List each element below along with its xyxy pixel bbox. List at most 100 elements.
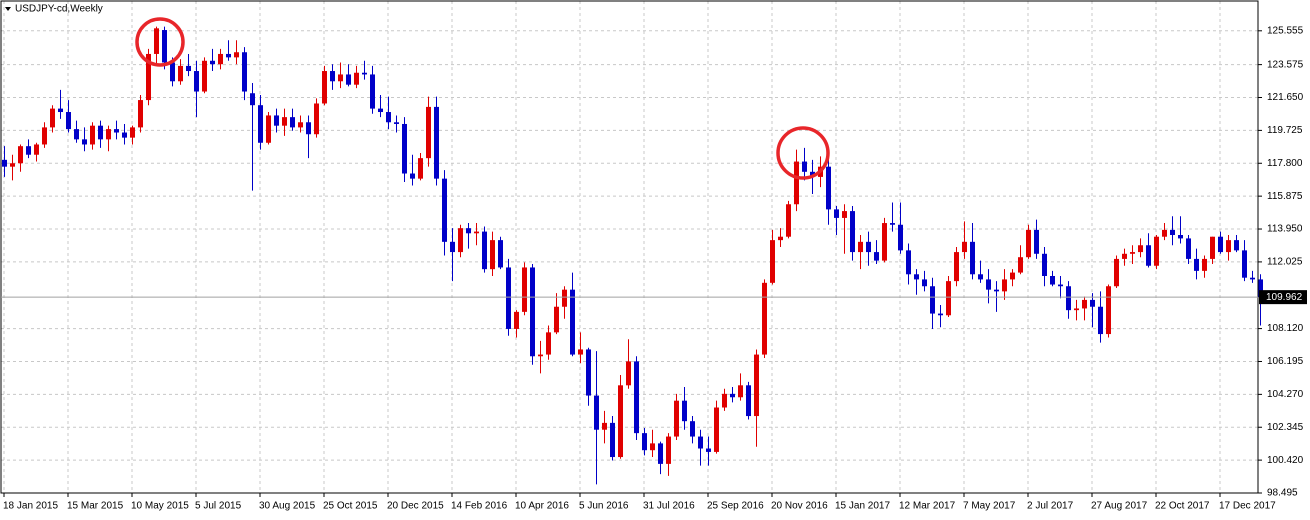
y-tick-label: 112.025 — [1267, 257, 1303, 268]
plot-frame — [0, 0, 1259, 494]
x-tick-label: 7 May 2017 — [963, 501, 1016, 512]
candle-body — [922, 279, 927, 287]
candle-body — [906, 250, 911, 275]
x-tick-label: 12 Mar 2017 — [899, 501, 956, 512]
candle-body — [1050, 275, 1055, 285]
candle-body — [10, 163, 15, 167]
highlight-circle — [135, 17, 185, 67]
x-tick-label: 22 Oct 2017 — [1155, 501, 1210, 512]
y-tick-label: 102.345 — [1267, 422, 1304, 433]
candle-body — [762, 282, 767, 355]
candle-body — [738, 385, 743, 398]
price-label: 109.962 — [1266, 292, 1303, 303]
candle-body — [122, 132, 127, 138]
candle-body — [146, 53, 151, 101]
x-tick-label: 10 May 2015 — [131, 501, 189, 512]
candle-body — [178, 65, 183, 82]
candle-body — [914, 274, 919, 280]
x-tick-label: 25 Sep 2016 — [707, 501, 764, 512]
highlight-circle — [776, 126, 830, 180]
candle-body — [754, 354, 759, 417]
y-tick-label: 104.270 — [1267, 389, 1304, 400]
candle-body — [490, 240, 495, 270]
candle-body — [1258, 279, 1263, 298]
y-tick-label: 121.650 — [1267, 92, 1304, 103]
candle-body — [386, 112, 391, 123]
candle-body — [634, 361, 639, 434]
candle-body — [794, 161, 799, 205]
candle-body — [1082, 299, 1087, 309]
x-tick-label: 18 Jan 2015 — [3, 501, 58, 512]
candle-body — [930, 286, 935, 314]
y-tick-label: 115.875 — [1267, 191, 1303, 202]
candle-body — [1074, 308, 1079, 311]
x-tick-label: 30 Aug 2015 — [259, 501, 316, 512]
candle-body — [458, 228, 463, 253]
candle-body — [154, 28, 159, 54]
candle-body — [546, 332, 551, 355]
candle-body — [218, 53, 223, 65]
candle-body — [730, 393, 735, 398]
candles — [2, 26, 1263, 485]
candle-body — [202, 60, 207, 92]
x-tick-label: 5 Jun 2016 — [579, 501, 629, 512]
candle-body — [778, 236, 783, 241]
candle-body — [850, 211, 855, 253]
candle-body — [42, 127, 47, 145]
candle-body — [658, 443, 663, 464]
x-tick-label: 10 Apr 2016 — [515, 501, 569, 512]
candle-body — [322, 71, 327, 104]
x-tick-label: 5 Jul 2015 — [195, 501, 242, 512]
candle-body — [1226, 240, 1231, 253]
candle-body — [258, 105, 263, 143]
candle-body — [946, 281, 951, 316]
candle-body — [234, 52, 239, 58]
candle-body — [466, 228, 471, 234]
candle-body — [674, 400, 679, 437]
candle-body — [970, 241, 975, 275]
x-tick-label: 25 Oct 2015 — [323, 501, 378, 512]
candle-body — [858, 241, 863, 253]
candle-body — [610, 422, 615, 458]
candle-body — [1090, 299, 1095, 307]
candle-body — [698, 436, 703, 449]
candle-body — [514, 311, 519, 329]
y-tick-label: 117.800 — [1267, 158, 1303, 169]
candle-body — [66, 112, 71, 130]
candle-body — [506, 267, 511, 329]
candle-body — [538, 354, 543, 357]
candle-body — [26, 146, 31, 155]
candle-body — [210, 60, 215, 65]
y-tick-label: 108.120 — [1267, 323, 1304, 334]
candle-body — [34, 144, 39, 155]
candle-body — [690, 421, 695, 437]
candle-body — [306, 122, 311, 135]
candle-body — [1026, 229, 1031, 258]
candle-body — [962, 241, 967, 253]
candle-body — [1106, 286, 1111, 335]
candle-body — [378, 108, 383, 113]
axes: 125.555 123.575 121.650 119.725 117.800 115.8… — [1, 25, 1307, 512]
candle-body — [338, 74, 343, 82]
candle-body — [650, 443, 655, 451]
candle-body — [618, 385, 623, 458]
candle-body — [570, 289, 575, 355]
candle-body — [74, 129, 79, 140]
candle-body — [450, 241, 455, 253]
candle-body — [298, 122, 303, 128]
candle-body — [714, 407, 719, 452]
candle-body — [898, 224, 903, 251]
candle-body — [802, 161, 807, 172]
candle-body — [18, 146, 23, 164]
candle-body — [194, 71, 199, 92]
candle-body — [586, 349, 591, 396]
candle-body — [642, 433, 647, 451]
candle-body — [138, 100, 143, 128]
candle-body — [1058, 284, 1063, 287]
candle-body — [90, 125, 95, 145]
candle-body — [1098, 306, 1103, 335]
candle-body — [1194, 258, 1199, 271]
candle-body — [722, 393, 727, 408]
candle-body — [954, 252, 959, 282]
